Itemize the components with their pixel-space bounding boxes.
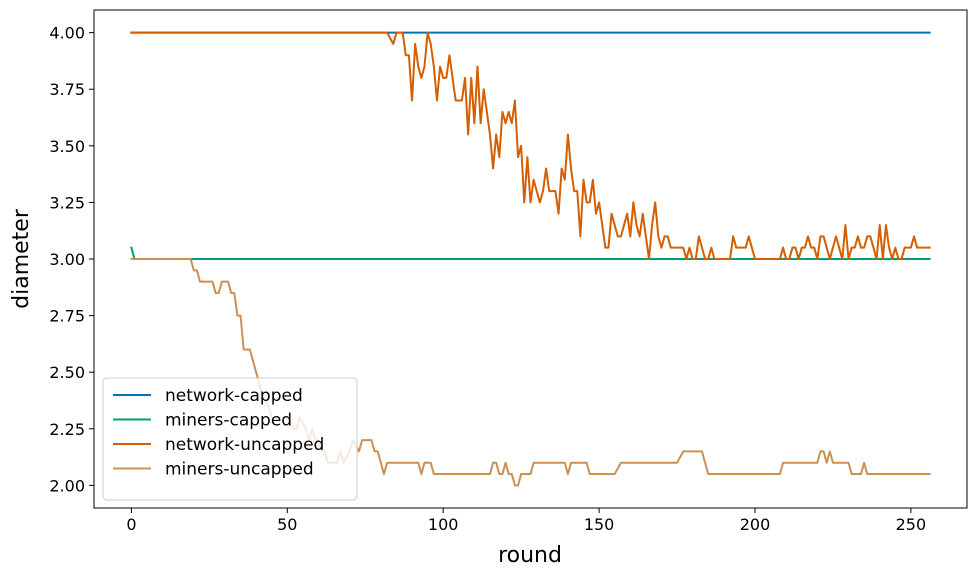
series-lines xyxy=(130,31,931,487)
x-tick-label: 100 xyxy=(428,515,459,534)
legend: network-capped miners-capped network-uncap… xyxy=(102,377,358,501)
x-tick-label: 50 xyxy=(277,515,297,534)
y-tick-label: 2.25 xyxy=(49,420,85,439)
y-axis: 2.00 2.25 2.50 2.75 3.00 3.25 3.50 3.75 4.00 xyxy=(49,24,94,495)
y-tick-label: 4.00 xyxy=(49,24,85,43)
x-tick-label: 200 xyxy=(740,515,771,534)
y-tick-label: 3.00 xyxy=(49,250,85,269)
y-tick-label: 3.25 xyxy=(49,193,85,212)
legend-label-miners-uncapped: miners-uncapped xyxy=(165,460,314,480)
x-axis: 0 50 100 150 200 250 xyxy=(126,508,926,534)
y-tick-label: 3.75 xyxy=(49,80,85,99)
y-tick-label: 2.00 xyxy=(49,476,85,495)
y-tick-label: 2.50 xyxy=(49,363,85,382)
y-axis-label: diameter xyxy=(9,208,34,309)
legend-label-network-capped: network-capped xyxy=(165,386,303,406)
x-tick-label: 250 xyxy=(896,515,927,534)
legend-label-miners-capped: miners-capped xyxy=(165,411,292,431)
legend-box xyxy=(102,377,358,501)
x-tick-label: 0 xyxy=(126,515,136,534)
series-line-network-uncapped xyxy=(130,31,931,260)
x-tick-label: 150 xyxy=(584,515,615,534)
legend-label-network-uncapped: network-uncapped xyxy=(165,435,324,455)
x-axis-label: round xyxy=(498,543,562,568)
y-tick-label: 3.50 xyxy=(49,137,85,156)
series-line-miners-uncapped xyxy=(130,258,931,487)
y-tick-label: 2.75 xyxy=(49,307,85,326)
